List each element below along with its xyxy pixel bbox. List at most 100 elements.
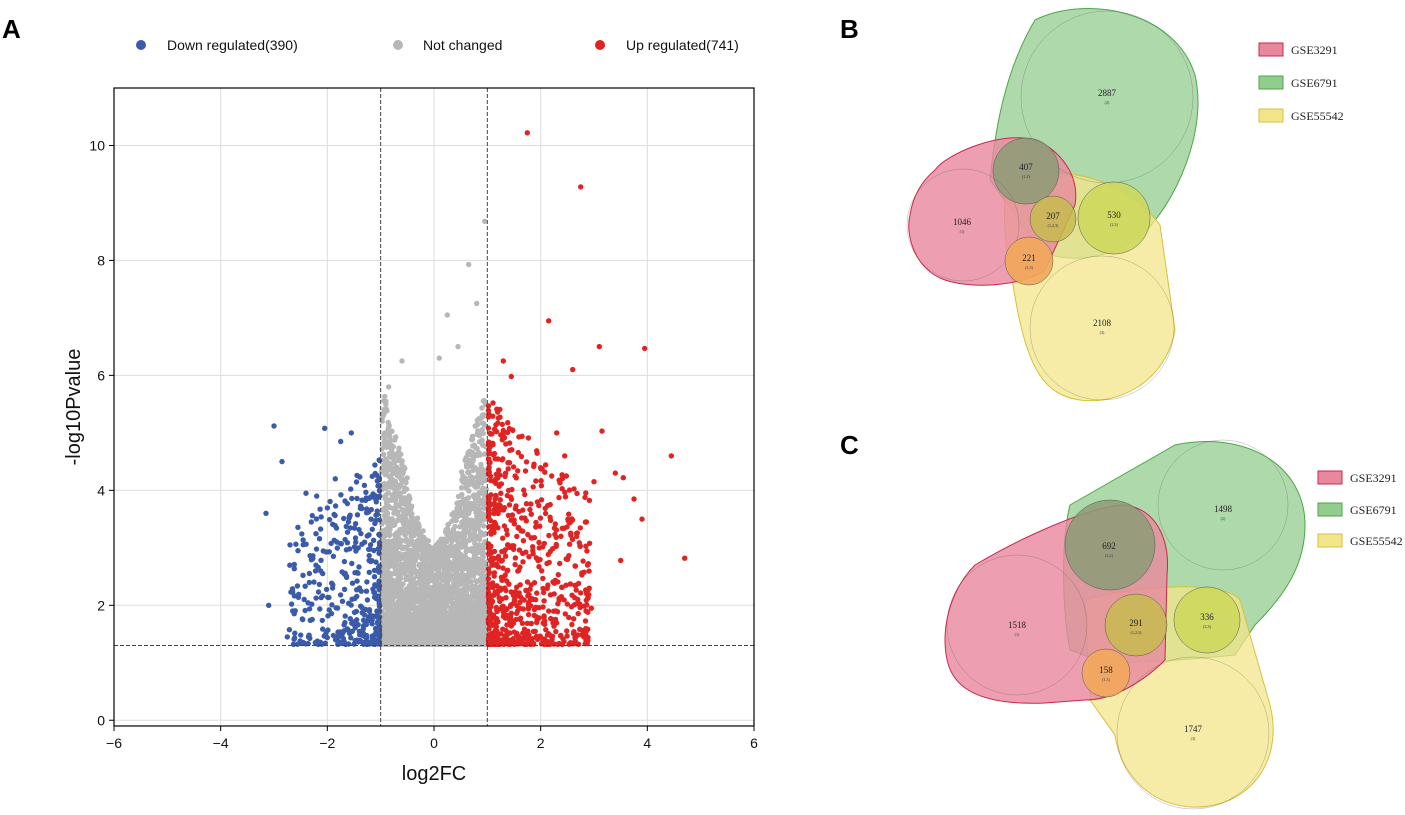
point-nc <box>384 464 390 470</box>
point-nc <box>453 515 459 521</box>
region-count-1-only: 1518 <box>1008 620 1027 630</box>
point-down <box>341 622 347 628</box>
point-up <box>485 590 492 597</box>
point-up <box>530 484 536 490</box>
point-up <box>505 460 511 466</box>
point-nc <box>383 504 389 510</box>
point-nc <box>404 523 410 529</box>
point-up <box>576 540 582 546</box>
point-nc <box>480 641 486 647</box>
point-up <box>512 555 519 561</box>
point-nc <box>387 497 394 503</box>
point-nc <box>474 584 480 590</box>
point-nc <box>434 617 440 623</box>
region-tag-3-only: (3) <box>1191 736 1196 741</box>
point-up <box>500 431 506 437</box>
point-up <box>525 628 531 634</box>
point-down <box>320 626 326 632</box>
legend-label-gse55542: GSE55542 <box>1291 109 1344 123</box>
point-up <box>550 579 556 585</box>
point-nc <box>482 451 488 457</box>
point-down <box>352 570 358 576</box>
point-nc <box>442 613 449 620</box>
point-up <box>524 130 530 136</box>
point-nc <box>387 433 393 440</box>
y-tick-label: 0 <box>97 712 105 728</box>
point-up <box>485 425 492 431</box>
point-up <box>559 584 565 590</box>
point-up <box>485 616 492 623</box>
point-nc <box>388 593 394 599</box>
point-up <box>542 621 548 628</box>
legend-swatch-gse6791 <box>1258 75 1284 90</box>
region-circle-3-only <box>1029 255 1175 401</box>
point-up <box>504 578 510 584</box>
point-nc <box>403 620 409 627</box>
point-nc <box>403 486 410 492</box>
region-tag-2-3: (2,3) <box>1110 222 1118 228</box>
point-up <box>569 621 575 628</box>
point-nc <box>384 439 390 445</box>
point-down <box>327 498 333 505</box>
point-down <box>374 472 380 479</box>
point-nc <box>381 444 387 450</box>
point-up <box>501 523 508 529</box>
legend-label-gse6791: GSE6791 <box>1350 503 1397 517</box>
point-nc <box>429 548 435 554</box>
point-up <box>546 532 552 539</box>
point-nc <box>455 507 461 513</box>
point-up <box>520 559 526 565</box>
point-nc <box>466 469 472 475</box>
point-nc <box>405 504 411 510</box>
point-nc <box>394 602 401 608</box>
point-down <box>371 547 377 554</box>
point-nc <box>382 572 388 578</box>
point-up <box>525 435 532 441</box>
point-nc <box>383 398 389 404</box>
point-down <box>333 605 339 611</box>
point-up <box>495 564 501 570</box>
point-up <box>511 517 517 523</box>
region-circle-1-2-3 <box>1029 195 1077 243</box>
point-nc <box>416 554 422 560</box>
point-up <box>518 453 525 460</box>
panel-label-c: C <box>840 430 859 460</box>
point-up <box>501 608 507 614</box>
point-nc <box>423 589 429 596</box>
point-up <box>523 636 530 642</box>
point-nc <box>461 628 467 635</box>
point-up <box>533 478 539 484</box>
point-up <box>534 619 540 626</box>
point-up <box>505 420 511 426</box>
point-nc <box>396 634 402 640</box>
x-tick-label: 4 <box>643 735 651 751</box>
point-up <box>498 490 504 496</box>
y-tick-label: 6 <box>97 367 105 383</box>
region-circle-1-3 <box>1004 236 1054 286</box>
point-up <box>577 525 583 531</box>
point-nc <box>463 484 469 491</box>
point-nc <box>459 469 465 475</box>
point-down <box>369 617 375 623</box>
point-nc <box>474 422 481 428</box>
point-down <box>322 640 328 646</box>
point-up <box>539 466 545 472</box>
point-down <box>351 525 358 531</box>
point-up <box>543 627 549 633</box>
point-up <box>488 632 494 639</box>
point-up <box>491 510 497 517</box>
point-up <box>488 548 494 555</box>
y-tick-label: 2 <box>97 597 105 613</box>
point-down <box>352 535 359 541</box>
point-nc <box>460 496 467 502</box>
point-up <box>540 589 547 596</box>
region-count-2-only: 1498 <box>1214 504 1233 514</box>
point-nc <box>406 562 412 569</box>
point-up <box>494 590 500 596</box>
point-nc <box>408 614 414 620</box>
point-nc <box>481 397 487 404</box>
point-nc <box>385 607 392 613</box>
point-up <box>541 598 547 604</box>
point-nc <box>459 511 465 517</box>
point-up <box>555 641 561 647</box>
